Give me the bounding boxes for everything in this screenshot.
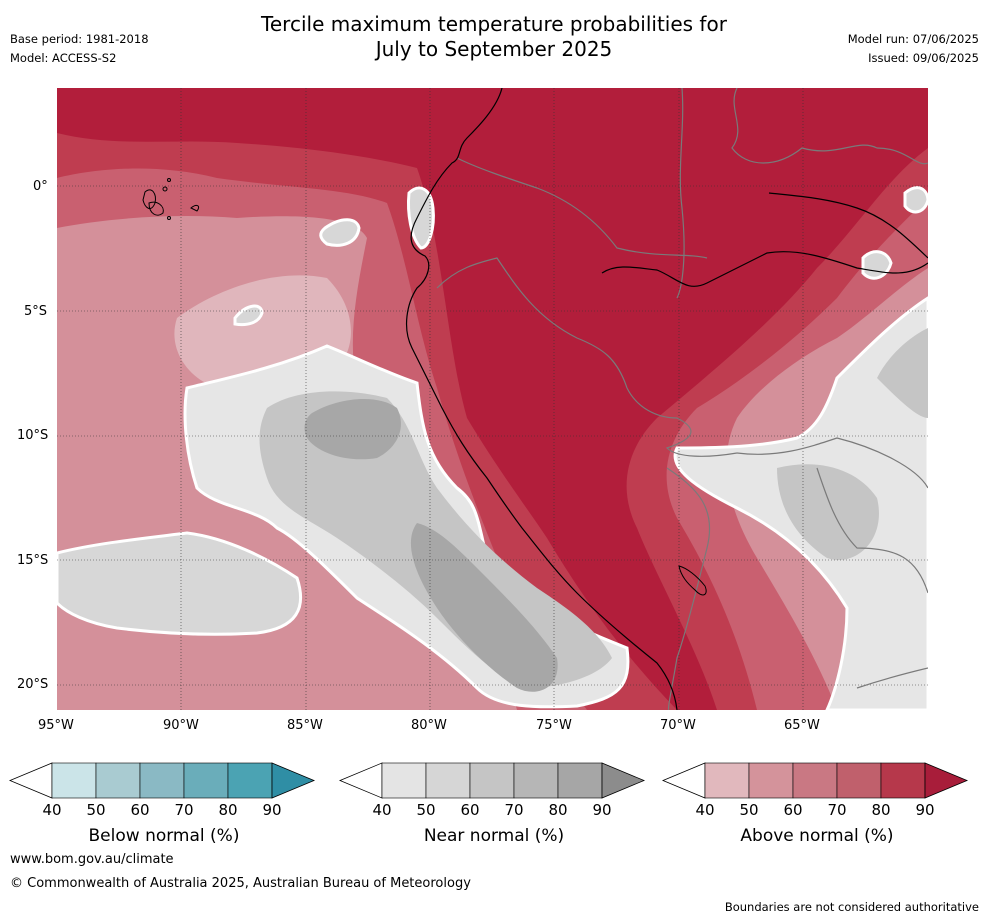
near-tick-70: 70 [504,801,524,819]
colorbar-below [8,762,316,799]
region-near-60-east [777,328,928,560]
patch-near-1 [319,218,361,247]
model-label: Model: ACCESS-S2 [10,51,117,65]
near-tick-60: 60 [460,801,480,819]
galapagos-islands [142,178,200,220]
lat-label-5s: 5°S [24,304,48,319]
colorbar-near-ticks: 40 50 60 70 80 90 [338,801,650,821]
title-line-1: Tercile maximum temperature probabilitie… [261,12,727,36]
model-run-label: Model run: 07/06/2025 [847,32,979,46]
below-tick-50: 50 [86,801,106,819]
below-swatch-4 [227,762,273,799]
region-near-80-ocean-south [410,523,558,692]
below-swatch-0 [51,762,97,799]
page-title: Tercile maximum temperature probabilitie… [0,12,988,62]
near-swatch-1 [425,762,471,799]
below-tick-80: 80 [218,801,238,819]
colorbar-near-title: Near normal (%) [423,826,565,846]
colorbar-below-title: Below normal (%) [88,826,240,846]
near-tick-40: 40 [372,801,392,819]
near-swatch-3 [513,762,559,799]
near-swatch-4 [557,762,603,799]
region-near-40-southwest [57,531,303,636]
below-swatch-2 [139,762,185,799]
below-tick-40: 40 [42,801,62,819]
near-tick-50: 50 [416,801,436,819]
probability-map [57,88,928,710]
above-extend-low [661,762,706,799]
colorbar-above [661,762,969,799]
footer-disclaimer: Boundaries are not considered authoritat… [724,900,979,914]
lon-label-65w: 65°W [784,718,820,733]
colorbar-above-ticks: 40 50 60 70 80 90 [661,801,973,821]
near-extend-low [338,762,383,799]
lat-label-20s: 20°S [17,677,49,692]
above-tick-60: 60 [783,801,803,819]
patch-near-3 [903,186,928,214]
above-swatch-2 [792,762,838,799]
below-swatch-1 [95,762,141,799]
footer-copyright: © Commonwealth of Australia 2025, Austra… [10,876,471,891]
above-swatch-4 [880,762,926,799]
lon-label-85w: 85°W [287,718,323,733]
patch-near-4 [407,186,435,250]
lon-label-75w: 75°W [536,718,572,733]
lon-label-80w: 80°W [411,718,447,733]
above-tick-70: 70 [827,801,847,819]
above-swatch-3 [836,762,882,799]
above-tick-40: 40 [695,801,715,819]
above-tick-50: 50 [739,801,759,819]
lat-label-15s: 15°S [17,553,49,568]
above-swatch-0 [704,762,750,799]
below-extend-low [8,762,53,799]
base-period-label: Base period: 1981-2018 [10,32,149,46]
near-swatch-0 [381,762,427,799]
near-tick-90: 90 [592,801,612,819]
title-line-2: July to September 2025 [375,37,613,61]
issued-label: Issued: 09/06/2025 [868,51,979,65]
below-swatch-3 [183,762,229,799]
above-extend-high [924,762,969,799]
coastline [406,88,928,710]
lat-label-10s: 10°S [17,428,49,443]
below-tick-60: 60 [130,801,150,819]
lat-label-0: 0° [33,179,48,194]
lake-titicaca [678,565,707,596]
lon-label-95w: 95°W [38,718,74,733]
lon-label-90w: 90°W [163,718,199,733]
gridlines [57,88,928,710]
above-tick-90: 90 [915,801,935,819]
near-tick-80: 80 [548,801,568,819]
near-swatch-2 [469,762,515,799]
above-tick-80: 80 [871,801,891,819]
footer-url: www.bom.gov.au/climate [10,852,174,867]
below-tick-90: 90 [262,801,282,819]
near-extend-high [601,762,646,799]
colorbar-above-title: Above normal (%) [740,826,894,846]
region-near-80-ocean [304,398,401,460]
colorbar-below-ticks: 40 50 60 70 80 90 [8,801,320,821]
below-extend-high [271,762,316,799]
below-tick-70: 70 [174,801,194,819]
above-swatch-1 [748,762,794,799]
lon-label-70w: 70°W [660,718,696,733]
colorbar-near [338,762,646,799]
